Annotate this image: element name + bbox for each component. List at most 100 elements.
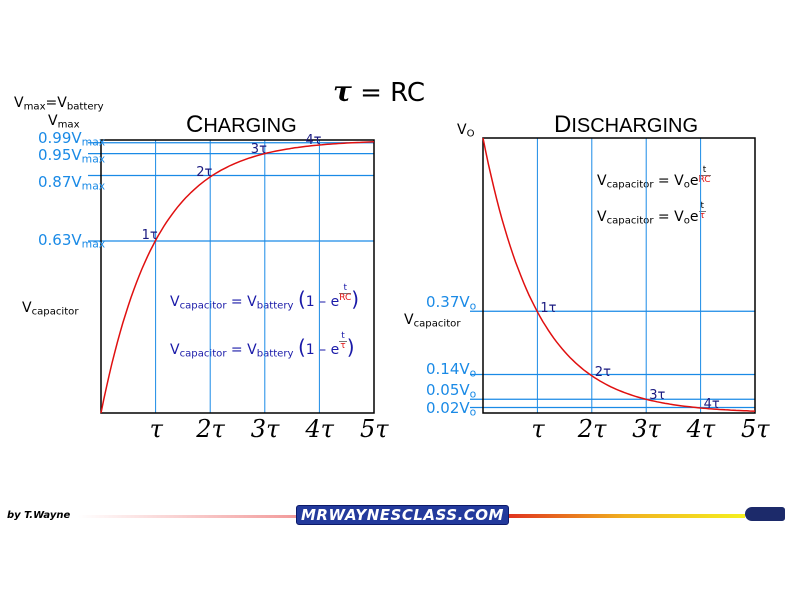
x-tick-label: 3τ <box>632 415 661 443</box>
tau-point-label: 3τ <box>250 141 267 157</box>
f-lhs-sub: capacitor <box>606 179 654 191</box>
ylabel-v: V <box>22 300 32 316</box>
note-v: V <box>14 95 24 111</box>
tau-point-label: 1τ <box>141 228 158 244</box>
charging-ylabel: Vcapacitor <box>22 300 79 318</box>
title-equation: = RC <box>351 78 426 108</box>
x-tick-label: 2τ <box>196 415 225 443</box>
discharging-ytop: VO <box>457 122 475 140</box>
f-den: τ <box>699 211 705 221</box>
level-sub: o <box>469 366 477 380</box>
tau-point-label: 2τ <box>594 364 611 380</box>
ytop-sub: max <box>57 119 80 131</box>
f-paren: 1 – e <box>305 342 340 358</box>
f-e: e <box>689 209 699 225</box>
exponential-curve <box>100 141 375 414</box>
f-eq: = V <box>653 173 684 189</box>
level-value: 0.95V <box>38 146 82 164</box>
site-logo[interactable]: MRWAYNESCLASS.COM <box>296 505 509 525</box>
level-value: 0.14V <box>426 360 470 378</box>
title-rest: HARGING <box>203 115 297 137</box>
f-lhs: V <box>597 209 607 225</box>
x-tick-label: 2τ <box>577 415 607 443</box>
x-tick-label: 5τ <box>360 415 389 443</box>
ylabel-sub: capacitor <box>31 306 79 318</box>
tau-point-label: 1τ <box>540 300 557 316</box>
level-sub: o <box>469 387 477 401</box>
f-e: e <box>689 173 699 189</box>
level-sub: o <box>469 405 477 419</box>
author-credit: by T.Wayne <box>7 510 71 521</box>
title-rest: ISCHARGING <box>571 115 699 137</box>
y-level-label: 0.95Vmax <box>38 146 105 165</box>
level-value: 0.99V <box>38 129 82 147</box>
ylabel-sub: capacitor <box>413 318 461 330</box>
ytop-sub: O <box>466 128 475 140</box>
plot-frame <box>100 139 375 414</box>
f-exponent: t RC <box>339 284 352 303</box>
level-sub: o <box>469 299 477 313</box>
ylabel-v: V <box>404 312 414 328</box>
y-level-label: 0.14Vo <box>426 360 477 380</box>
note-sub2: battery <box>66 101 104 113</box>
slide-title: τ = RC <box>333 76 425 109</box>
level-value: 0.37V <box>426 293 470 311</box>
charging-formula-2: Vcapacitor = Vbattery (1 – e t τ) <box>170 331 355 360</box>
f-exponent: t RC <box>698 166 711 185</box>
discharging-formula-1: Vcapacitor = Voe t RC <box>597 166 711 192</box>
tau-point-label: 4τ <box>703 396 720 412</box>
f-den: τ <box>340 341 346 351</box>
tau-point-label: 2τ <box>196 164 213 180</box>
y-level-label: 0.02Vo <box>426 399 477 419</box>
f-den: RC <box>698 175 711 185</box>
y-level-label: 0.99Vmax <box>38 129 106 149</box>
x-tick-label: 5τ <box>741 415 770 443</box>
y-level-label: 0.87Vmax <box>38 173 106 193</box>
f-lhs: V <box>170 294 180 310</box>
y-level-label: 0.37Vo <box>426 293 477 313</box>
discharging-title: DISCHARGING <box>554 113 698 138</box>
title-cap: C <box>186 111 204 138</box>
level-value: 0.87V <box>38 173 82 191</box>
level-sub: max <box>81 135 106 149</box>
y-level-label: 0.63Vmax <box>38 231 105 250</box>
footer-stripe-left <box>78 515 298 518</box>
charging-title: CHARGING <box>186 113 297 138</box>
x-tick-label: τ <box>149 415 163 443</box>
x-tick-label: 3τ <box>250 415 280 443</box>
f-den: RC <box>339 293 352 303</box>
title-cap: D <box>554 111 572 138</box>
ytop-v: V <box>48 113 58 129</box>
x-tick-label: 4τ <box>686 415 716 443</box>
f-eq: = V <box>226 342 257 358</box>
x-tick-label: 4τ <box>305 415 334 443</box>
f-lhs-sub: capacitor <box>606 215 654 227</box>
tau-point-label: 4τ <box>305 133 322 148</box>
f-eq: = V <box>226 294 257 310</box>
tau-point-label: 3τ <box>649 388 666 404</box>
level-sub: max <box>81 179 106 193</box>
x-tick-label: τ <box>531 415 545 443</box>
y-level-label: 0.05Vo <box>426 381 477 401</box>
tau-symbol: τ <box>333 75 352 108</box>
f-eq: = V <box>653 209 684 225</box>
ytop-v: V <box>457 122 467 138</box>
charging-formula-1: Vcapacitor = Vbattery (1 – e t RC) <box>170 283 360 312</box>
level-value: 0.02V <box>426 399 470 417</box>
f-lhs: V <box>170 342 180 358</box>
level-value: 0.63V <box>38 231 82 249</box>
f-lhs-sub: capacitor <box>179 348 227 360</box>
f-paren: 1 – e <box>305 294 340 310</box>
note-eq: =V <box>45 95 67 111</box>
discharging-formula-2: Vcapacitor = Voe t τ <box>597 202 707 228</box>
level-value: 0.05V <box>426 381 470 399</box>
rocket-icon <box>745 507 785 521</box>
note-sub: max <box>23 101 46 113</box>
charging-ytop: Vmax <box>48 113 80 131</box>
f-lhs: V <box>597 173 607 189</box>
vmax-note: Vmax=Vbattery <box>14 95 104 113</box>
f-rhs-sub: battery <box>256 348 294 360</box>
